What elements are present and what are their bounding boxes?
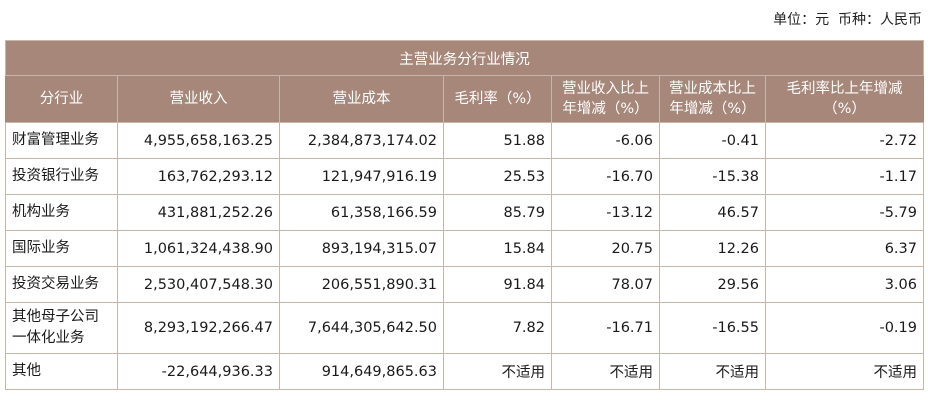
cell-gross-margin: 91.84 — [443, 266, 552, 303]
cell-revenue-change: 78.07 — [551, 266, 660, 303]
table-row: 投资交易业务 2,530,407,548.30 206,551,890.31 9… — [5, 266, 924, 303]
cell-margin-change: 3.06 — [765, 266, 924, 303]
cell-revenue-change: 不适用 — [551, 353, 660, 390]
header-cost: 营业成本 — [279, 75, 444, 123]
cell-industry: 投资银行业务 — [5, 158, 118, 195]
cell-revenue: 1,061,324,438.90 — [117, 230, 280, 267]
cell-revenue: 8,293,192,266.47 — [117, 302, 280, 354]
cell-revenue-change: -16.70 — [551, 158, 660, 195]
cell-gross-margin: 7.82 — [443, 302, 552, 354]
cell-cost: 121,947,916.19 — [279, 158, 444, 195]
cell-gross-margin: 25.53 — [443, 158, 552, 195]
cell-margin-change: -2.72 — [765, 122, 924, 159]
cell-cost: 893,194,315.07 — [279, 230, 444, 267]
unit-currency-note: 单位：元 币种：人民币 — [773, 12, 922, 28]
cell-margin-change: -5.79 — [765, 194, 924, 231]
cell-cost: 914,649,865.63 — [279, 353, 444, 390]
cell-revenue: 431,881,252.26 — [117, 194, 280, 231]
cell-revenue: 163,762,293.12 — [117, 158, 280, 195]
cell-revenue-change: -6.06 — [551, 122, 660, 159]
cell-gross-margin: 15.84 — [443, 230, 552, 267]
table-title: 主营业务分行业情况 — [5, 40, 924, 76]
cell-margin-change: -1.17 — [765, 158, 924, 195]
cell-cost: 2,384,873,174.02 — [279, 122, 444, 159]
cell-margin-change: 6.37 — [765, 230, 924, 267]
cell-cost-change: -15.38 — [659, 158, 766, 195]
cell-cost-change: 12.26 — [659, 230, 766, 267]
table-title-row: 主营业务分行业情况 — [5, 40, 924, 76]
table-row: 其他母子公司一体化业务 8,293,192,266.47 7,644,305,6… — [5, 302, 924, 354]
header-gross-margin: 毛利率（%） — [443, 75, 552, 123]
table-row: 财富管理业务 4,955,658,163.25 2,384,873,174.02… — [5, 122, 924, 159]
cell-revenue: 4,955,658,163.25 — [117, 122, 280, 159]
cell-gross-margin: 51.88 — [443, 122, 552, 159]
cell-margin-change: 不适用 — [765, 353, 924, 390]
cell-cost: 7,644,305,642.50 — [279, 302, 444, 354]
cell-revenue: 2,530,407,548.30 — [117, 266, 280, 303]
cell-industry: 其他 — [5, 353, 118, 390]
header-cost-change: 营业成本比上年增减（%） — [659, 75, 766, 123]
cell-cost-change: 29.56 — [659, 266, 766, 303]
header-revenue: 营业收入 — [117, 75, 280, 123]
segment-revenue-table: 主营业务分行业情况 分行业 营业收入 营业成本 毛利率（%） 营业收入比上年增减… — [5, 40, 924, 390]
cell-revenue-change: -16.71 — [551, 302, 660, 354]
header-revenue-change: 营业收入比上年增减（%） — [551, 75, 660, 123]
cell-cost-change: -0.41 — [659, 122, 766, 159]
cell-revenue: -22,644,936.33 — [117, 353, 280, 390]
cell-margin-change: -0.19 — [765, 302, 924, 354]
cell-cost-change: -16.55 — [659, 302, 766, 354]
cell-industry: 国际业务 — [5, 230, 118, 267]
cell-cost-change: 46.57 — [659, 194, 766, 231]
cell-industry: 其他母子公司一体化业务 — [5, 302, 118, 354]
cell-gross-margin: 85.79 — [443, 194, 552, 231]
cell-cost: 61,358,166.59 — [279, 194, 444, 231]
cell-gross-margin: 不适用 — [443, 353, 552, 390]
table-row: 国际业务 1,061,324,438.90 893,194,315.07 15.… — [5, 230, 924, 267]
table-row: 其他 -22,644,936.33 914,649,865.63 不适用 不适用… — [5, 353, 924, 390]
cell-industry: 机构业务 — [5, 194, 118, 231]
cell-revenue-change: -13.12 — [551, 194, 660, 231]
cell-cost-change: 不适用 — [659, 353, 766, 390]
header-margin-change: 毛利率比上年增减（%） — [765, 75, 924, 123]
table-header-row: 分行业 营业收入 营业成本 毛利率（%） 营业收入比上年增减（%） 营业成本比上… — [5, 75, 924, 123]
cell-industry: 投资交易业务 — [5, 266, 118, 303]
table-row: 机构业务 431,881,252.26 61,358,166.59 85.79 … — [5, 194, 924, 231]
header-industry: 分行业 — [5, 75, 118, 123]
cell-cost: 206,551,890.31 — [279, 266, 444, 303]
table-row: 投资银行业务 163,762,293.12 121,947,916.19 25.… — [5, 158, 924, 195]
cell-industry: 财富管理业务 — [5, 122, 118, 159]
cell-revenue-change: 20.75 — [551, 230, 660, 267]
